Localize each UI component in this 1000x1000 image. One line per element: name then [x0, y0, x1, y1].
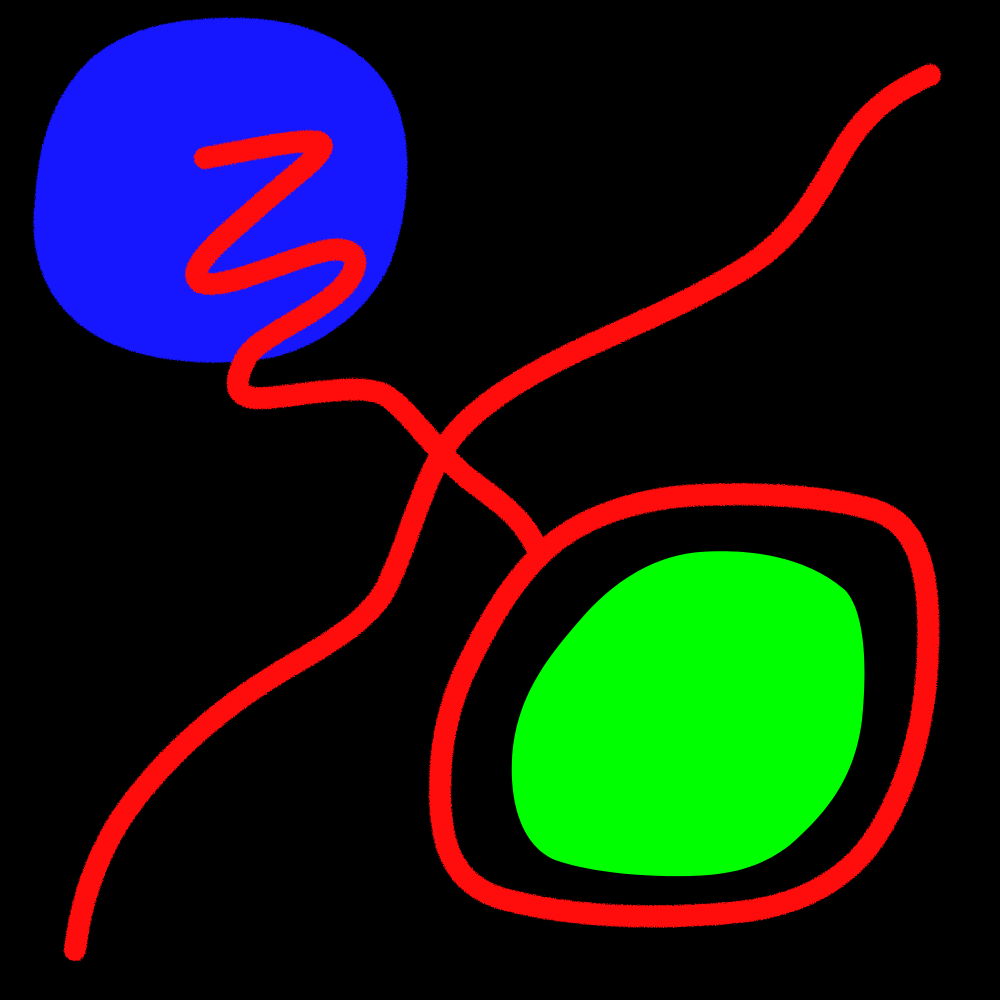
red-squiggle-stroke: [185, 130, 551, 566]
green-blob: [511, 551, 865, 877]
red-loop-stroke: [429, 483, 940, 928]
red-diagonal-stroke: [64, 64, 941, 961]
blue-blob: [33, 17, 408, 363]
